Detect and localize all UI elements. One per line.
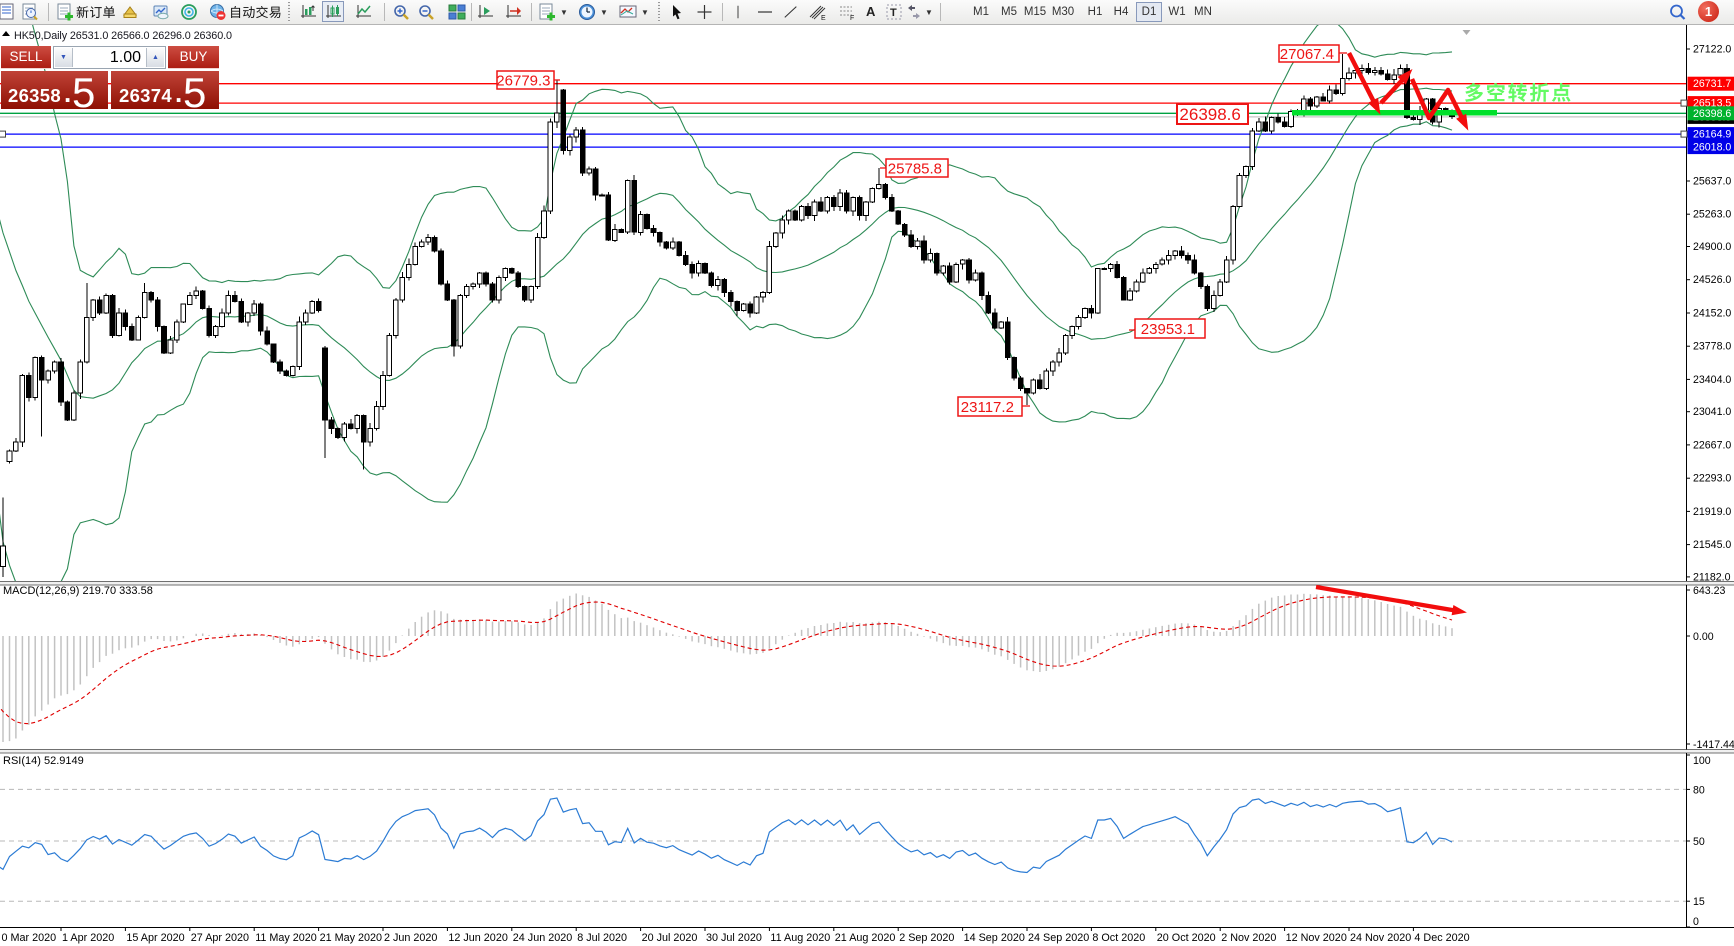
svg-text:24900.0: 24900.0 <box>1693 241 1731 253</box>
svg-text:21545.0: 21545.0 <box>1693 539 1731 551</box>
svg-text:0.00: 0.00 <box>1693 631 1714 643</box>
svg-text:15 Apr 2020: 15 Apr 2020 <box>126 932 184 944</box>
svg-text:80: 80 <box>1693 784 1705 796</box>
svg-text:21182.0: 21182.0 <box>1693 571 1731 583</box>
svg-text:26731.7: 26731.7 <box>1693 78 1731 90</box>
svg-text:23404.0: 23404.0 <box>1693 374 1731 386</box>
svg-text:-1417.44: -1417.44 <box>1693 739 1734 751</box>
svg-text:HK50,Daily 26531.0 26566.0 26: HK50,Daily 26531.0 26566.0 26296.0 26360… <box>14 30 232 42</box>
svg-text:23117.2: 23117.2 <box>961 399 1014 416</box>
svg-text:26779.3: 26779.3 <box>496 72 550 89</box>
svg-text:100: 100 <box>1693 755 1711 767</box>
svg-text:21919.0: 21919.0 <box>1693 506 1731 518</box>
svg-text:15: 15 <box>1693 896 1705 908</box>
svg-text:8 Oct 2020: 8 Oct 2020 <box>1092 932 1145 944</box>
svg-text:20 Jul 2020: 20 Jul 2020 <box>642 932 698 944</box>
svg-text:2 Nov 2020: 2 Nov 2020 <box>1221 932 1276 944</box>
svg-text:4 Dec 2020: 4 Dec 2020 <box>1414 932 1469 944</box>
svg-text:8 Jul 2020: 8 Jul 2020 <box>577 932 627 944</box>
svg-text:20 Oct 2020: 20 Oct 2020 <box>1157 932 1216 944</box>
svg-text:24526.0: 24526.0 <box>1693 274 1731 286</box>
svg-text:23041.0: 23041.0 <box>1693 406 1731 418</box>
svg-text:2 Sep 2020: 2 Sep 2020 <box>899 932 954 944</box>
svg-text:27067.4: 27067.4 <box>1280 46 1334 63</box>
svg-text:24 Sep 2020: 24 Sep 2020 <box>1028 932 1089 944</box>
svg-text:26018.0: 26018.0 <box>1693 142 1731 154</box>
svg-text:25785.8: 25785.8 <box>888 160 942 177</box>
svg-text:11 May 2020: 11 May 2020 <box>255 932 317 944</box>
svg-text:MACD(12,26,9) 219.70 333.58: MACD(12,26,9) 219.70 333.58 <box>3 585 153 597</box>
svg-text:24 Jun 2020: 24 Jun 2020 <box>513 932 572 944</box>
svg-text:30 Jul 2020: 30 Jul 2020 <box>706 932 762 944</box>
svg-text:T: T <box>890 7 897 19</box>
svg-text:23953.1: 23953.1 <box>1141 321 1195 338</box>
svg-text:F: F <box>850 15 854 21</box>
svg-text:0: 0 <box>1693 916 1699 928</box>
svg-text:25263.0: 25263.0 <box>1693 209 1731 221</box>
svg-text:25637.0: 25637.0 <box>1693 176 1731 188</box>
svg-text:50: 50 <box>1693 836 1705 848</box>
svg-text:26398.6: 26398.6 <box>1693 108 1731 120</box>
svg-text:RSI(14) 52.9149: RSI(14) 52.9149 <box>3 755 84 767</box>
svg-text:27122.0: 27122.0 <box>1693 44 1731 56</box>
svg-text:22293.0: 22293.0 <box>1693 473 1731 485</box>
svg-text:11 Aug 2020: 11 Aug 2020 <box>770 932 830 944</box>
svg-text:2 Jun 2020: 2 Jun 2020 <box>384 932 437 944</box>
svg-text:14 Sep 2020: 14 Sep 2020 <box>964 932 1025 944</box>
svg-text:12 Nov 2020: 12 Nov 2020 <box>1286 932 1347 944</box>
svg-text:0 Mar 2020: 0 Mar 2020 <box>2 932 57 944</box>
svg-text:1 Apr 2020: 1 Apr 2020 <box>62 932 114 944</box>
svg-text:23778.0: 23778.0 <box>1693 341 1731 353</box>
svg-text:26398.6: 26398.6 <box>1179 105 1240 124</box>
svg-text:24152.0: 24152.0 <box>1693 308 1731 320</box>
svg-text:21 May 2020: 21 May 2020 <box>320 932 382 944</box>
svg-text:E: E <box>821 15 826 21</box>
svg-text:27 Apr 2020: 27 Apr 2020 <box>191 932 249 944</box>
svg-text:24 Nov 2020: 24 Nov 2020 <box>1350 932 1411 944</box>
svg-text:12 Jun 2020: 12 Jun 2020 <box>448 932 507 944</box>
svg-text:643.23: 643.23 <box>1693 585 1726 597</box>
svg-text:22667.0: 22667.0 <box>1693 439 1731 451</box>
svg-text:21 Aug 2020: 21 Aug 2020 <box>835 932 896 944</box>
svg-text:26164.9: 26164.9 <box>1693 129 1731 141</box>
